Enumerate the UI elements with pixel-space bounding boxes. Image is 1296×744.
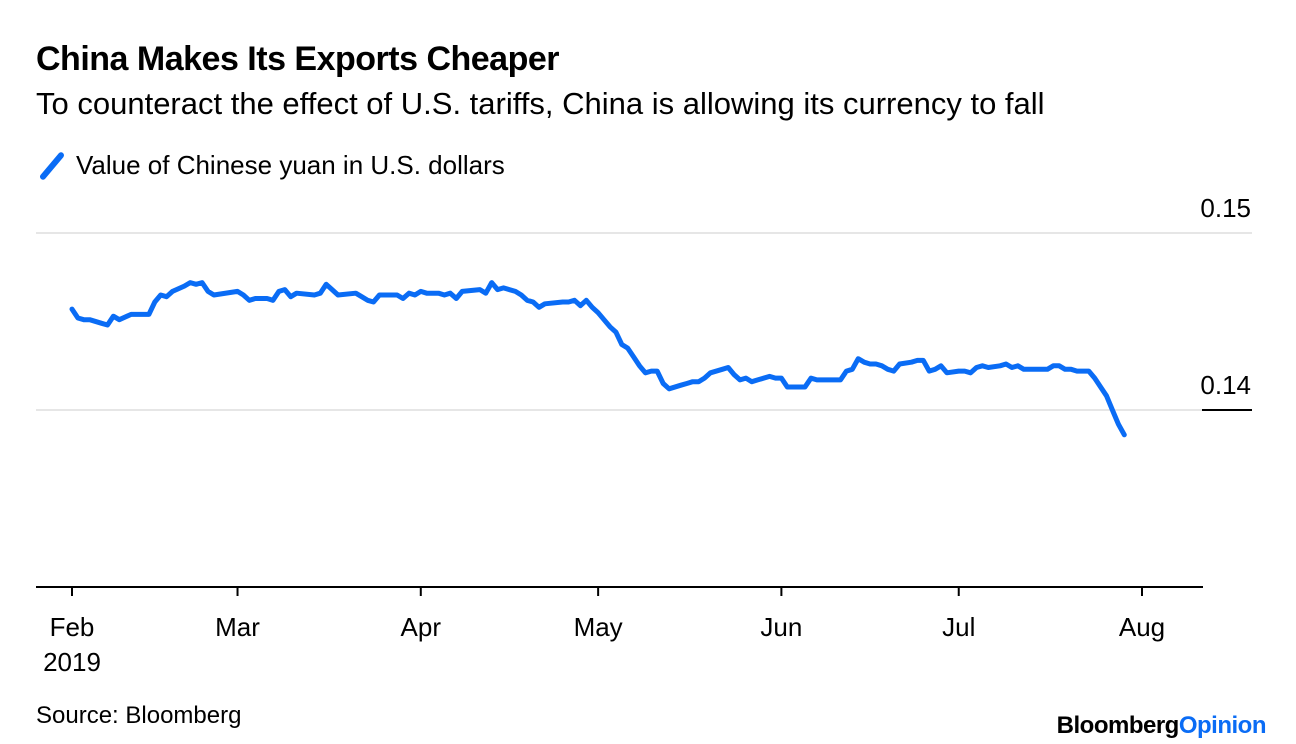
series-layer: [69, 280, 1127, 438]
x-tick-label: Aug: [1119, 612, 1165, 642]
legend-label: Value of Chinese yuan in U.S. dollars: [76, 150, 505, 180]
source-note: Source: Bloomberg: [36, 702, 242, 729]
y-tick-label: 0.15: [1200, 193, 1251, 223]
x-tick-label: Feb: [50, 612, 95, 642]
x-tick-label: Apr: [401, 612, 442, 642]
x-tick-label: Mar: [215, 612, 260, 642]
brand-logo-part1: Bloomberg: [1056, 712, 1180, 739]
x-tick-label: Jul: [942, 612, 975, 642]
x-tick-sublabel: 2019: [43, 647, 101, 677]
y-tick-labels: 0.15 0.14: [1200, 193, 1252, 411]
gridlines: [36, 232, 1252, 411]
brand-logo: BloombergOpinion: [1056, 712, 1267, 740]
chart-subtitle: To counteract the effect of U.S. tariffs…: [36, 86, 1045, 121]
series-line: [69, 280, 1127, 438]
x-axis: Feb 2019 Mar Apr May Jun Jul Aug: [36, 586, 1203, 677]
chart-title: China Makes Its Exports Cheaper: [36, 40, 560, 78]
x-tick-label: May: [574, 612, 623, 642]
y-tick-label: 0.14: [1200, 370, 1251, 400]
brand-logo-part2: Opinion: [1178, 712, 1267, 739]
legend: Value of Chinese yuan in U.S. dollars: [36, 150, 505, 181]
x-tick-label: Jun: [760, 612, 802, 642]
